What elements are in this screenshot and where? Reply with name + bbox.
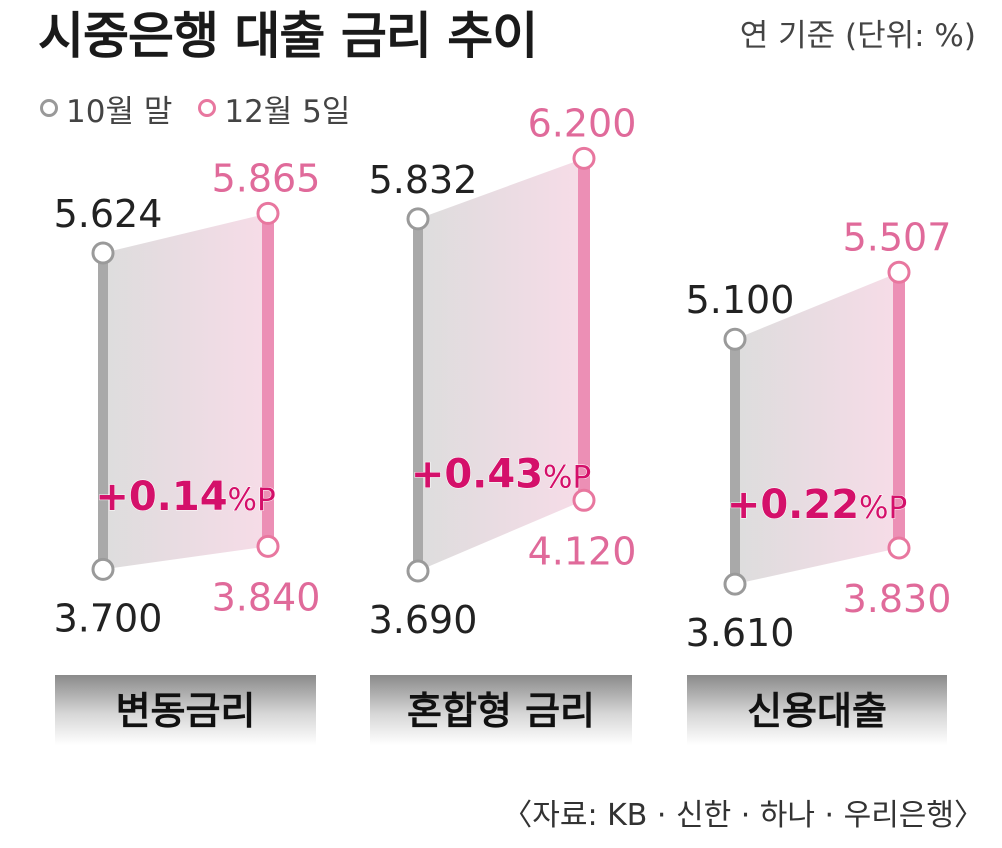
oct-max-marker [91, 241, 115, 265]
oct-min-label: 3.610 [686, 611, 795, 655]
dec-range-bar [262, 213, 274, 547]
legend-gray-dot-icon [40, 99, 58, 117]
unit-label: 연 기준 (단위: %) [739, 18, 976, 54]
source-note: 〈자료: KB · 신한 · 하나 · 우리은행〉 [502, 798, 984, 833]
legend-label-dec: 12월 5일 [224, 93, 351, 130]
dec-range-bar [893, 272, 905, 548]
change-label: +0.43%P [411, 452, 591, 498]
category-label: 신용대출 [747, 689, 887, 733]
oct-min-label: 3.700 [54, 596, 163, 640]
dec-max-marker [572, 146, 596, 170]
dec-max-marker [887, 260, 911, 284]
range-band [735, 272, 899, 585]
oct-min-marker [91, 557, 115, 581]
oct-max-label: 5.832 [369, 158, 478, 202]
legend-pink-dot-icon [198, 99, 217, 117]
oct-min-marker [723, 572, 747, 596]
dec-min-marker [256, 534, 280, 558]
dec-min-marker [887, 536, 911, 560]
oct-range-bar [730, 339, 740, 585]
category-plate [687, 675, 947, 745]
oct-max-label: 5.100 [686, 278, 795, 322]
legend-item-dec: 12월 5일 [198, 86, 350, 131]
category-plate [55, 675, 316, 745]
dec-max-label: 5.865 [212, 156, 321, 200]
category-label: 혼합형 금리 [407, 689, 595, 733]
category-plate [370, 675, 632, 745]
dec-max-label: 6.200 [528, 101, 637, 145]
range-band [418, 158, 584, 571]
dec-range-bar [578, 158, 590, 501]
oct-min-label: 3.690 [369, 598, 478, 642]
chart-title: 시중은행 대출 금리 추이 [38, 7, 538, 65]
change-label: +0.14%P [95, 474, 275, 520]
dec-min-label: 3.830 [843, 577, 952, 621]
legend-label-oct: 10월 말 [66, 93, 173, 130]
oct-range-bar [413, 218, 423, 571]
category-label: 변동금리 [116, 689, 256, 733]
legend: 10월 말 12월 5일 [40, 86, 376, 131]
range-band [103, 213, 268, 570]
oct-max-marker [406, 207, 430, 231]
dec-min-label: 4.120 [528, 529, 637, 573]
dec-min-label: 3.840 [212, 575, 321, 619]
dec-max-label: 5.507 [843, 215, 952, 259]
oct-min-marker [406, 559, 430, 583]
legend-item-oct: 10월 말 [40, 86, 172, 131]
dec-min-marker [572, 488, 596, 512]
oct-max-label: 5.624 [54, 192, 163, 236]
change-label: +0.22%P [727, 482, 907, 528]
dec-max-marker [256, 201, 280, 225]
oct-range-bar [98, 253, 108, 570]
oct-max-marker [723, 327, 747, 351]
